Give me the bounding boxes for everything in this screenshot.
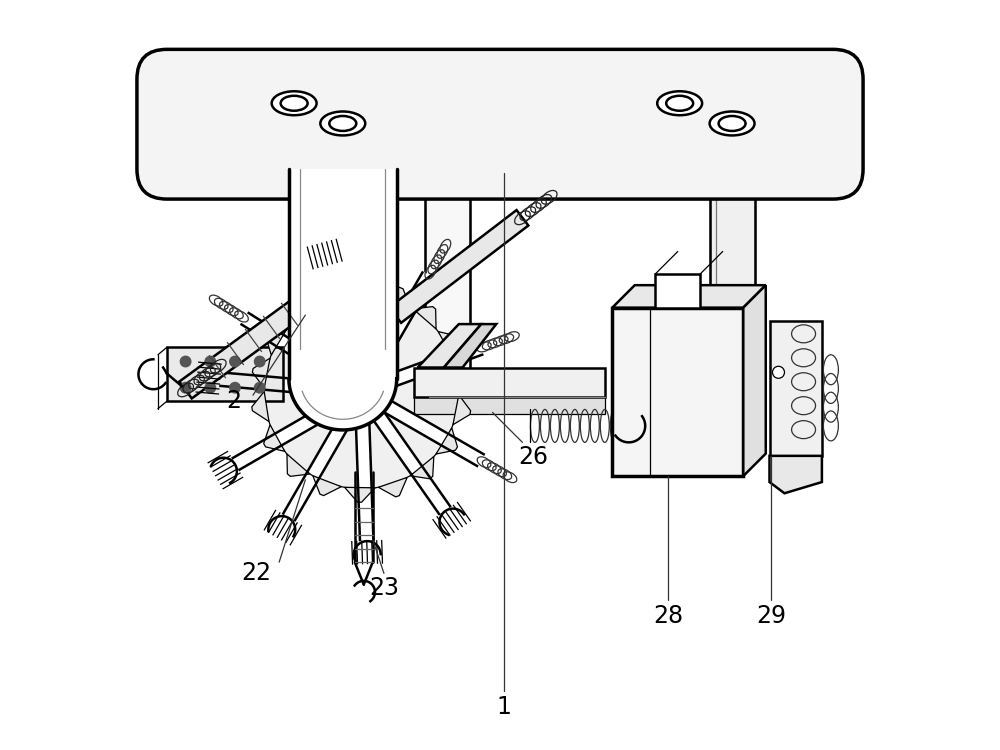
Text: 1: 1 bbox=[496, 695, 511, 719]
Polygon shape bbox=[453, 394, 471, 424]
Circle shape bbox=[205, 382, 216, 393]
Polygon shape bbox=[219, 372, 362, 398]
Bar bbox=[414, 398, 605, 414]
Ellipse shape bbox=[281, 96, 308, 111]
Bar bbox=[289, 170, 397, 379]
Polygon shape bbox=[313, 476, 341, 496]
Polygon shape bbox=[252, 392, 269, 422]
Polygon shape bbox=[240, 312, 365, 398]
Polygon shape bbox=[289, 304, 313, 326]
Circle shape bbox=[230, 382, 240, 393]
Polygon shape bbox=[743, 285, 766, 476]
Bar bbox=[414, 368, 605, 398]
Bar bbox=[710, 170, 755, 330]
Bar bbox=[612, 308, 743, 476]
Polygon shape bbox=[410, 457, 434, 478]
Text: 2: 2 bbox=[227, 389, 242, 413]
Text: 23: 23 bbox=[369, 576, 399, 600]
Circle shape bbox=[205, 356, 216, 367]
Polygon shape bbox=[355, 392, 373, 542]
Ellipse shape bbox=[329, 116, 356, 131]
Bar bbox=[425, 170, 470, 375]
Polygon shape bbox=[438, 332, 459, 358]
Circle shape bbox=[254, 382, 265, 393]
Text: 26: 26 bbox=[519, 446, 549, 470]
Ellipse shape bbox=[320, 112, 365, 136]
Ellipse shape bbox=[272, 92, 317, 116]
Polygon shape bbox=[382, 287, 410, 308]
Polygon shape bbox=[436, 428, 457, 454]
Polygon shape bbox=[316, 286, 345, 305]
Polygon shape bbox=[287, 454, 310, 476]
Circle shape bbox=[180, 382, 191, 393]
Circle shape bbox=[180, 356, 191, 367]
Polygon shape bbox=[152, 170, 833, 190]
Polygon shape bbox=[444, 324, 496, 368]
Circle shape bbox=[772, 366, 784, 378]
Ellipse shape bbox=[710, 112, 755, 136]
Polygon shape bbox=[612, 285, 766, 308]
Polygon shape bbox=[418, 324, 481, 368]
Text: 22: 22 bbox=[242, 562, 272, 586]
Polygon shape bbox=[358, 386, 485, 466]
Polygon shape bbox=[264, 294, 459, 489]
Ellipse shape bbox=[719, 116, 746, 131]
Polygon shape bbox=[389, 210, 528, 322]
Polygon shape bbox=[348, 280, 378, 296]
Ellipse shape bbox=[666, 96, 693, 111]
Text: 28: 28 bbox=[653, 604, 684, 628]
Polygon shape bbox=[345, 488, 375, 502]
Circle shape bbox=[230, 356, 240, 367]
Polygon shape bbox=[321, 263, 368, 393]
Polygon shape bbox=[252, 358, 270, 388]
Polygon shape bbox=[454, 362, 471, 392]
Text: 29: 29 bbox=[756, 604, 786, 628]
Polygon shape bbox=[179, 280, 330, 398]
Bar bbox=[770, 321, 822, 456]
Polygon shape bbox=[359, 341, 483, 398]
Polygon shape bbox=[378, 478, 407, 496]
Polygon shape bbox=[356, 388, 451, 515]
Polygon shape bbox=[283, 388, 367, 521]
Polygon shape bbox=[770, 456, 822, 494]
Polygon shape bbox=[232, 386, 365, 470]
FancyBboxPatch shape bbox=[137, 50, 863, 199]
Polygon shape bbox=[413, 307, 436, 329]
Circle shape bbox=[254, 356, 265, 367]
Bar bbox=[655, 274, 700, 308]
Bar bbox=[167, 347, 283, 401]
Bar bbox=[302, 170, 347, 375]
Ellipse shape bbox=[657, 92, 702, 116]
Polygon shape bbox=[264, 424, 285, 451]
Polygon shape bbox=[266, 329, 287, 355]
Polygon shape bbox=[356, 272, 435, 394]
Polygon shape bbox=[289, 379, 397, 430]
